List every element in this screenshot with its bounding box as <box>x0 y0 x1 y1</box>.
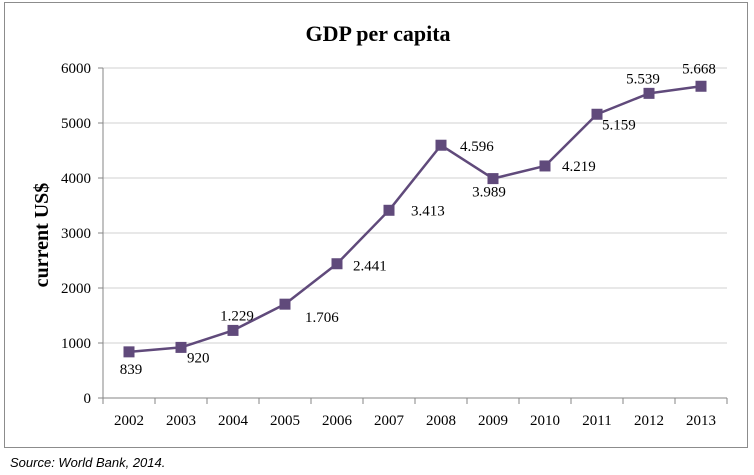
data-label-2002: 839 <box>120 362 143 378</box>
data-point-2006 <box>331 258 343 270</box>
y-tick-label: 6000 <box>61 61 91 77</box>
x-tick-label-2010: 2010 <box>530 413 560 429</box>
y-tick-label: 3000 <box>61 226 91 242</box>
data-label-2005: 1.706 <box>305 310 339 326</box>
series-line <box>128 85 702 354</box>
data-label-2012: 5.539 <box>626 71 660 87</box>
data-point-2002 <box>123 346 135 358</box>
x-tick-label-2008: 2008 <box>426 413 456 429</box>
y-tick-label: 2000 <box>61 281 91 297</box>
x-tick-label-2005: 2005 <box>270 413 300 429</box>
y-axis-label: current US$ <box>31 183 53 288</box>
x-tick-label-2007: 2007 <box>374 413 405 429</box>
data-point-2004 <box>227 324 239 336</box>
data-point-2012 <box>643 87 655 99</box>
data-label-2009: 3.989 <box>472 185 506 201</box>
data-point-2008 <box>435 139 447 151</box>
chart-title: GDP per capita <box>305 21 450 46</box>
gridlines <box>103 67 727 344</box>
data-point-2007 <box>383 204 395 216</box>
x-tick-label-2012: 2012 <box>634 413 664 429</box>
data-point-2010 <box>539 160 551 172</box>
data-label-2007: 3.413 <box>411 203 445 219</box>
x-axis-tick-labels: 2002 2003 2004 2005 2006 2007 2008 2009 2010 2011… <box>114 413 716 429</box>
data-point-2005 <box>279 298 291 310</box>
data-label-2011: 5.159 <box>602 117 636 133</box>
series-gdp-per-capita <box>123 80 707 358</box>
x-tick-label-2003: 2003 <box>166 413 196 429</box>
data-label-2013: 5.668 <box>682 61 716 77</box>
y-tick-label: 4000 <box>61 171 91 187</box>
data-point-2011 <box>591 108 603 120</box>
x-tick-label-2006: 2006 <box>322 413 353 429</box>
y-tick-label: 5000 <box>61 116 91 132</box>
axes <box>98 67 728 404</box>
data-label-2003: 920 <box>187 350 210 366</box>
x-tick-label-2013: 2013 <box>686 413 716 429</box>
data-label-2010: 4.219 <box>562 159 596 175</box>
source-note: Source: World Bank, 2014. <box>10 455 166 470</box>
data-labels: 839 920 1.229 1.706 2.441 3.413 4.596 3.989 4.21… <box>120 61 716 378</box>
data-label-2006: 2.441 <box>353 259 387 275</box>
data-point-2013 <box>695 80 707 92</box>
x-tick-label-2002: 2002 <box>114 413 144 429</box>
data-label-2008: 4.596 <box>460 139 494 155</box>
y-tick-label: 0 <box>84 391 92 407</box>
y-axis-tick-labels: 0 1000 2000 3000 4000 5000 6000 <box>61 61 91 407</box>
data-point-2003 <box>175 341 187 353</box>
x-tick-label-2004: 2004 <box>218 413 249 429</box>
x-tick-label-2011: 2011 <box>582 413 611 429</box>
y-tick-label: 1000 <box>61 336 91 352</box>
data-label-2004: 1.229 <box>220 308 254 324</box>
x-tick-label-2009: 2009 <box>478 413 508 429</box>
data-point-2009 <box>487 173 499 185</box>
